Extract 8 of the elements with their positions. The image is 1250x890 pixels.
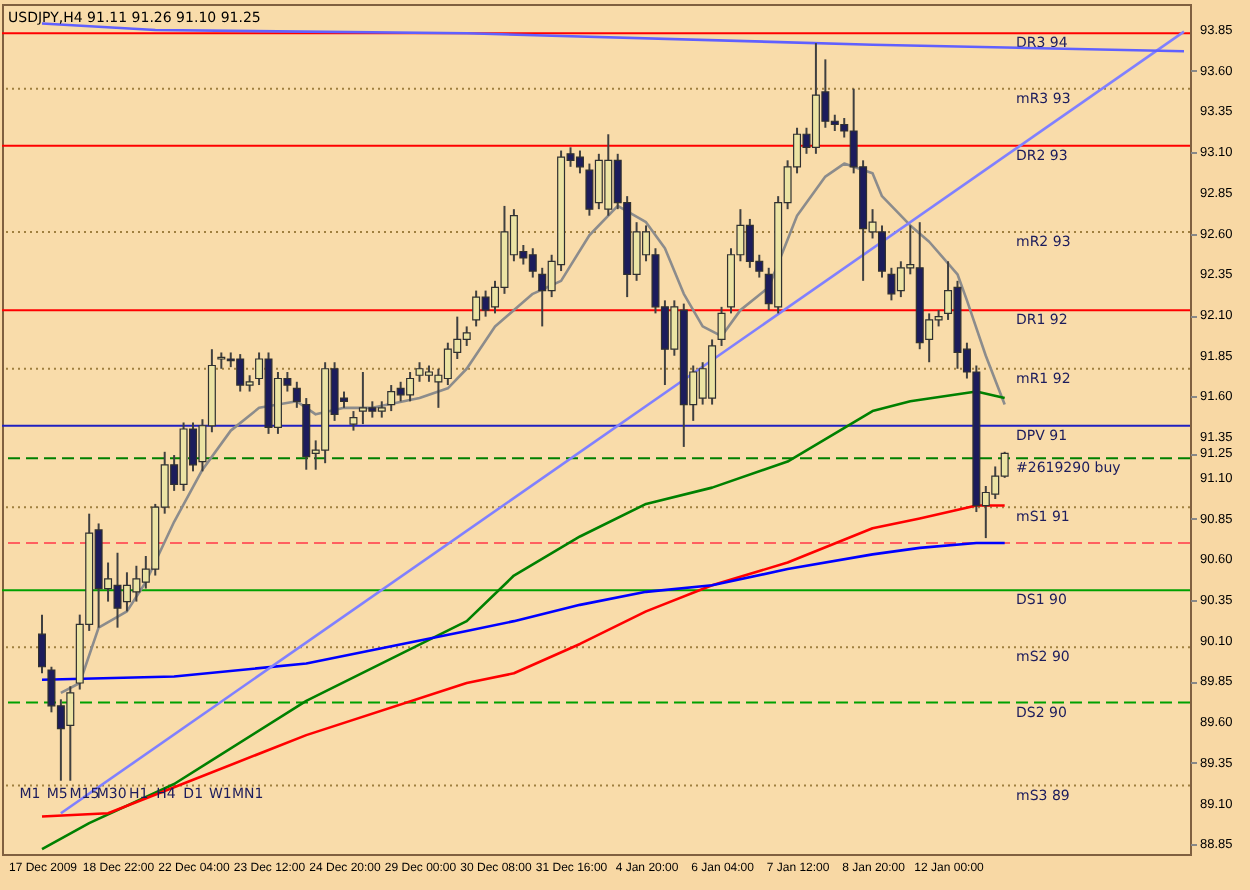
candlestick [349,410,358,432]
line-series [40,504,1006,818]
line-series [59,162,1006,695]
line-series [40,541,1006,682]
candlestick [38,613,46,675]
candlestick [292,380,301,409]
line-series [40,22,1186,53]
candlestick [717,305,726,347]
